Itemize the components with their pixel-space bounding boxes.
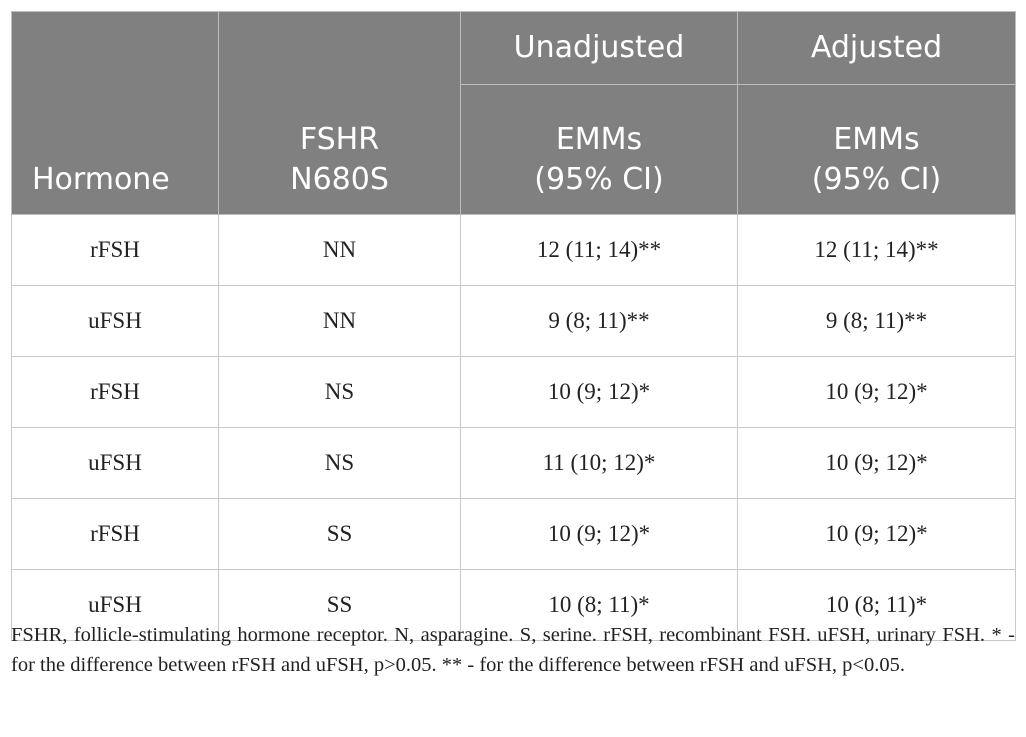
table-cell: rFSH xyxy=(11,356,219,428)
table-row: uFSH NS 11 (10; 12)* 10 (9; 12)* xyxy=(11,427,1016,499)
table-cell: SS xyxy=(218,498,461,570)
table-cell: NS xyxy=(218,356,461,428)
header-cell: EMMs (95% CI) xyxy=(460,84,738,215)
table-cell: NN xyxy=(218,214,461,286)
header-line: EMMs xyxy=(833,122,920,157)
table-cell: 10 (8; 11)* xyxy=(460,569,738,641)
table-cell: NN xyxy=(218,285,461,357)
table-row: rFSH NN 12 (11; 14)** 12 (11; 14)** xyxy=(11,214,1016,286)
table-cell: 10 (9; 12)* xyxy=(737,356,1016,428)
header-line: (95% CI) xyxy=(811,162,942,197)
table-cell: 10 (8; 11)* xyxy=(737,569,1016,641)
header-cell: Adjusted xyxy=(737,11,1016,85)
header-line: FSHR xyxy=(299,122,380,157)
table-cell: rFSH xyxy=(11,214,219,286)
table-cell: uFSH xyxy=(11,285,219,357)
footnote: FSHR, follicle-stimulating hormone recep… xyxy=(11,624,1015,676)
header-line: (95% CI) xyxy=(534,162,664,197)
table-wrap: Hormone FSHR N680S Unadjusted Adjusted EM… xyxy=(11,11,1016,641)
results-table: Hormone FSHR N680S Unadjusted Adjusted EM… xyxy=(11,11,1016,641)
table-cell: uFSH xyxy=(11,569,219,641)
table-cell: NS xyxy=(218,427,461,499)
header-cell: FSHR N680S xyxy=(218,11,461,215)
header-cell: EMMs (95% CI) xyxy=(737,84,1016,215)
table-row: uFSH NN 9 (8; 11)** 9 (8; 11)** xyxy=(11,285,1016,357)
table-cell: 12 (11; 14)** xyxy=(460,214,738,286)
table-cell: rFSH xyxy=(11,498,219,570)
header-line: EMMs xyxy=(555,122,643,157)
table-cell: uFSH xyxy=(11,427,219,499)
table-row: rFSH SS 10 (9; 12)* 10 (9; 12)* xyxy=(11,498,1016,570)
header-cell: Hormone xyxy=(11,11,219,215)
table-row: uFSH SS 10 (8; 11)* 10 (8; 11)* xyxy=(11,569,1016,641)
table-cell: SS xyxy=(218,569,461,641)
table-row: rFSH NS 10 (9; 12)* 10 (9; 12)* xyxy=(11,356,1016,428)
table-cell: 10 (9; 12)* xyxy=(737,427,1016,499)
table-cell: 10 (9; 12)* xyxy=(460,498,738,570)
table-cell: 12 (11; 14)** xyxy=(737,214,1016,286)
table-cell: 9 (8; 11)** xyxy=(737,285,1016,357)
table-cell: 9 (8; 11)** xyxy=(460,285,738,357)
table-body: rFSH NN 12 (11; 14)** 12 (11; 14)** uFSH NN 9 … xyxy=(11,214,1016,641)
header-cell: Unadjusted xyxy=(460,11,738,85)
table-cell: 11 (10; 12)* xyxy=(460,427,738,499)
header-line: N680S xyxy=(290,162,389,197)
table-cell: 10 (9; 12)* xyxy=(737,498,1016,570)
table-cell: 10 (9; 12)* xyxy=(460,356,738,428)
